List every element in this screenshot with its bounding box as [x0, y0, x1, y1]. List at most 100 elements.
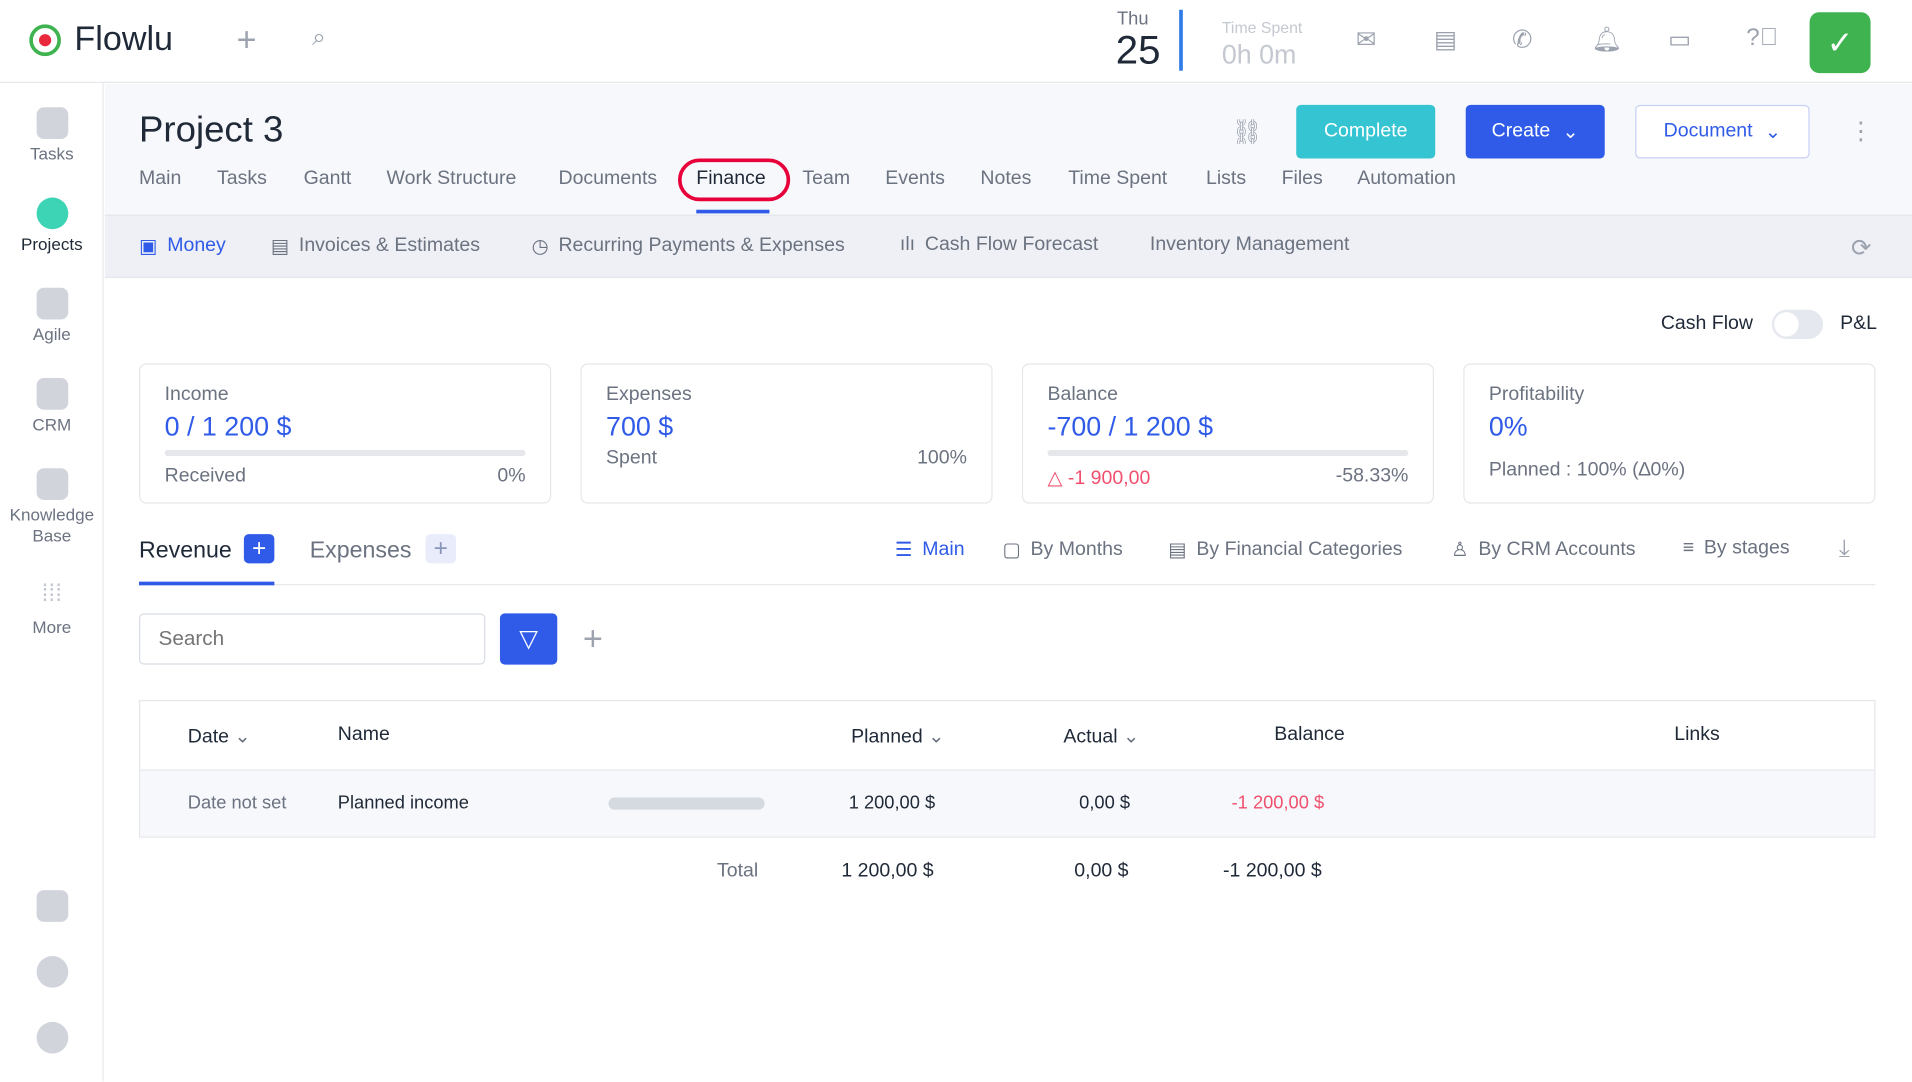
column-name: Name: [337, 724, 390, 746]
column-planned[interactable]: Planned ⌄: [851, 724, 944, 748]
sidebar-label: Tasks: [29, 143, 74, 164]
link-icon[interactable]: ⛓: [1231, 119, 1263, 147]
view-by-financial-categories[interactable]: ▤ By Financial Categories: [1168, 538, 1402, 562]
bell-icon[interactable]: 🔔︎: [1591, 26, 1623, 54]
progress-bar: [164, 449, 526, 457]
view-by-months[interactable]: ▢ By Months: [1002, 538, 1122, 562]
expenses-card: Expenses 700 $ Spent 100%: [580, 363, 993, 504]
column-actual[interactable]: Actual ⌄: [1063, 724, 1139, 748]
subtab-label: Cash Flow Forecast: [924, 234, 1099, 255]
chat-icon[interactable]: ▭: [1668, 26, 1692, 54]
tab-main[interactable]: Main: [139, 168, 182, 190]
settings-icon[interactable]: [0, 956, 104, 993]
column-date[interactable]: Date ⌄: [188, 724, 251, 748]
search-icon[interactable]: ⌕: [312, 24, 326, 52]
card-label: Income: [164, 384, 229, 405]
tab-automation[interactable]: Automation: [1357, 168, 1456, 190]
total-label: Total: [717, 860, 759, 882]
chevron-down-icon: ⌄: [1764, 121, 1782, 143]
tab-notes[interactable]: Notes: [980, 168, 1032, 190]
view-label: By CRM Accounts: [1478, 538, 1636, 560]
stages-icon: ≡: [1682, 537, 1695, 559]
support-chat-icon[interactable]: [0, 1021, 104, 1059]
subtab-0[interactable]: ▣ Money: [139, 234, 226, 258]
sidebar-label: Projects: [20, 234, 83, 254]
header-label: Planned: [851, 726, 923, 748]
refresh-icon[interactable]: ⟳: [1851, 235, 1872, 263]
check-icon[interactable]: ✓: [1809, 12, 1871, 74]
chevron-down-icon: ⌄: [928, 726, 945, 748]
view-label: By stages: [1703, 537, 1790, 559]
tab-expenses[interactable]: Expenses: [309, 537, 412, 564]
tab-events[interactable]: Events: [885, 168, 945, 190]
document-button[interactable]: Document ⌄: [1635, 104, 1810, 159]
row-progress-bar: [608, 797, 765, 810]
mail-icon[interactable]: ✉: [1355, 26, 1377, 54]
sidebar-item-agile[interactable]: Agile: [0, 287, 104, 344]
add-revenue-button[interactable]: +: [243, 534, 275, 564]
phone-icon[interactable]: ✆: [1512, 26, 1533, 54]
subtab-3[interactable]: ılı Cash Flow Forecast: [900, 234, 1098, 256]
tab-lists[interactable]: Lists: [1205, 168, 1247, 190]
subtab-1[interactable]: ▤ Invoices & Estimates: [271, 234, 480, 258]
sidebar-app-icon[interactable]: [0, 890, 104, 927]
add-expense-button[interactable]: +: [425, 534, 457, 564]
row-actual: 0,00 $: [1079, 792, 1131, 814]
search-input[interactable]: [139, 613, 486, 665]
wallet-icon: ▣: [139, 236, 158, 258]
chevron-down-icon: ⌄: [1562, 121, 1579, 143]
sidebar-item-projects[interactable]: Projects: [0, 197, 104, 254]
card-value: -700 / 1 200 $: [1047, 410, 1214, 442]
create-button[interactable]: Create ⌄: [1465, 104, 1605, 159]
list-icon: ☰: [895, 540, 913, 561]
view-label: By Financial Categories: [1196, 538, 1403, 560]
more-options-icon[interactable]: ⋮: [1848, 118, 1873, 146]
filter-button[interactable]: ▽: [499, 613, 558, 665]
warning-triangle-icon: △: [1047, 468, 1068, 489]
subtab-2[interactable]: ◷ Recurring Payments & Expenses: [532, 234, 845, 258]
view-by-stages[interactable]: ≡ By stages: [1683, 538, 1790, 560]
help-icon[interactable]: ?⃝: [1746, 24, 1779, 52]
cash-flow-pl-toggle[interactable]: [1771, 309, 1824, 339]
divider: [139, 584, 1876, 586]
sidebar-item-more[interactable]: ⁞⁞⁞ More: [32, 580, 72, 637]
table-row[interactable]: [140, 769, 1875, 837]
clock-icon: ◷: [531, 236, 549, 258]
view-by-crm-accounts[interactable]: ♙ By CRM Accounts: [1451, 538, 1635, 562]
add-icon[interactable]: +: [236, 20, 257, 59]
bar-chart-icon: ılı: [899, 234, 916, 255]
card-pct: 100%: [917, 447, 967, 469]
tab-documents[interactable]: Documents: [558, 168, 658, 190]
sidebar-item-knowledge-base[interactable]: Knowledge Base: [0, 468, 104, 546]
tab-finance[interactable]: Finance: [696, 168, 766, 190]
subtab-4[interactable]: Inventory Management: [1150, 234, 1350, 256]
card-sub: Planned : 100% (∆0%): [1488, 459, 1686, 481]
view-label: Main: [922, 538, 965, 560]
tab-tasks[interactable]: Tasks: [217, 168, 267, 190]
card-sub: -1 900,00: [1067, 468, 1151, 489]
tab-gantt[interactable]: Gantt: [303, 168, 352, 190]
tab-files[interactable]: Files: [1281, 168, 1323, 190]
total-planned: 1 200,00 $: [841, 860, 934, 882]
tab-work-structure[interactable]: Work Structure: [386, 168, 517, 190]
card-pct: 0%: [497, 465, 526, 487]
row-name[interactable]: Planned income: [337, 792, 469, 814]
sidebar-item-tasks[interactable]: Tasks: [0, 107, 104, 163]
sidebar-label: Knowledge Base: [9, 504, 95, 546]
complete-button[interactable]: Complete: [1296, 104, 1436, 159]
tab-revenue[interactable]: Revenue: [139, 537, 232, 564]
tab-team[interactable]: Team: [802, 168, 851, 190]
view-label: By Months: [1030, 538, 1123, 560]
notes-icon[interactable]: ▤: [1434, 26, 1458, 54]
sidebar-item-crm[interactable]: CRM: [0, 378, 104, 434]
card-sub: Spent: [606, 447, 658, 469]
time-spent-value[interactable]: 0h 0m: [1221, 39, 1297, 70]
add-icon[interactable]: +: [582, 619, 603, 658]
download-icon[interactable]: ⤓: [1838, 535, 1850, 563]
tab-time-spent[interactable]: Time Spent: [1068, 168, 1168, 190]
user-icon: ♙: [1451, 540, 1469, 561]
subtab-label: Money: [167, 235, 226, 257]
view-main[interactable]: ☰ Main: [895, 538, 965, 562]
header-label: Actual: [1063, 726, 1118, 748]
document-label: Document: [1663, 120, 1753, 142]
